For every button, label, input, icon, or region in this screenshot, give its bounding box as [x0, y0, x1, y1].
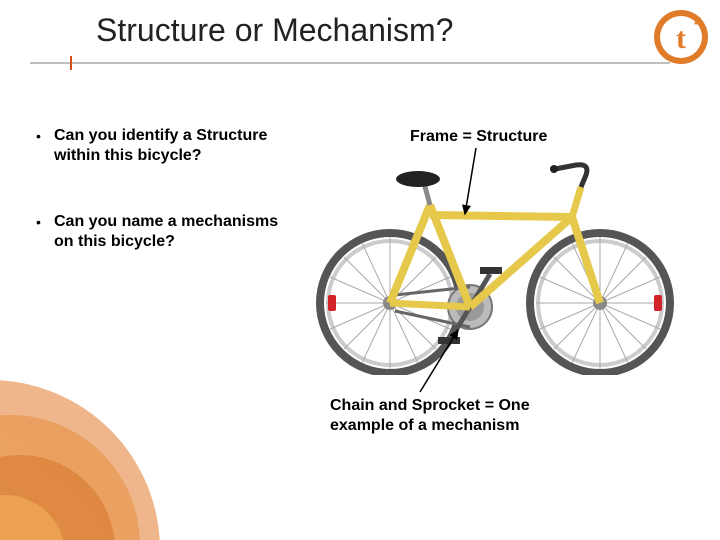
bullet-text: Can you identify a Structure within this… [54, 126, 286, 166]
bullet-list: • Can you identify a Structure within th… [36, 126, 286, 298]
svg-text:4: 4 [694, 14, 702, 29]
bullet-marker: • [36, 212, 54, 232]
bullet-item: • Can you name a mechanisms on this bicy… [36, 212, 286, 252]
annotation-label-structure: Frame = Structure [410, 128, 547, 146]
t4-logo: t 4 [652, 8, 710, 66]
slide-title: Structure or Mechanism? [96, 12, 453, 49]
title-rule [30, 62, 670, 64]
bullet-marker: • [36, 126, 54, 146]
title-rule-tick [70, 56, 72, 70]
handlebars [550, 165, 587, 187]
annotation-label-mechanism: Chain and Sprocket = One example of a me… [330, 396, 590, 436]
rear-reflector [328, 295, 336, 311]
bullet-item: • Can you identify a Structure within th… [36, 126, 286, 166]
front-reflector [654, 295, 662, 311]
bullet-text: Can you name a mechanisms on this bicycl… [54, 212, 286, 252]
corner-decoration [0, 380, 220, 540]
bicycle-diagram [300, 145, 680, 375]
svg-text:t: t [676, 22, 686, 55]
seat [396, 171, 440, 205]
